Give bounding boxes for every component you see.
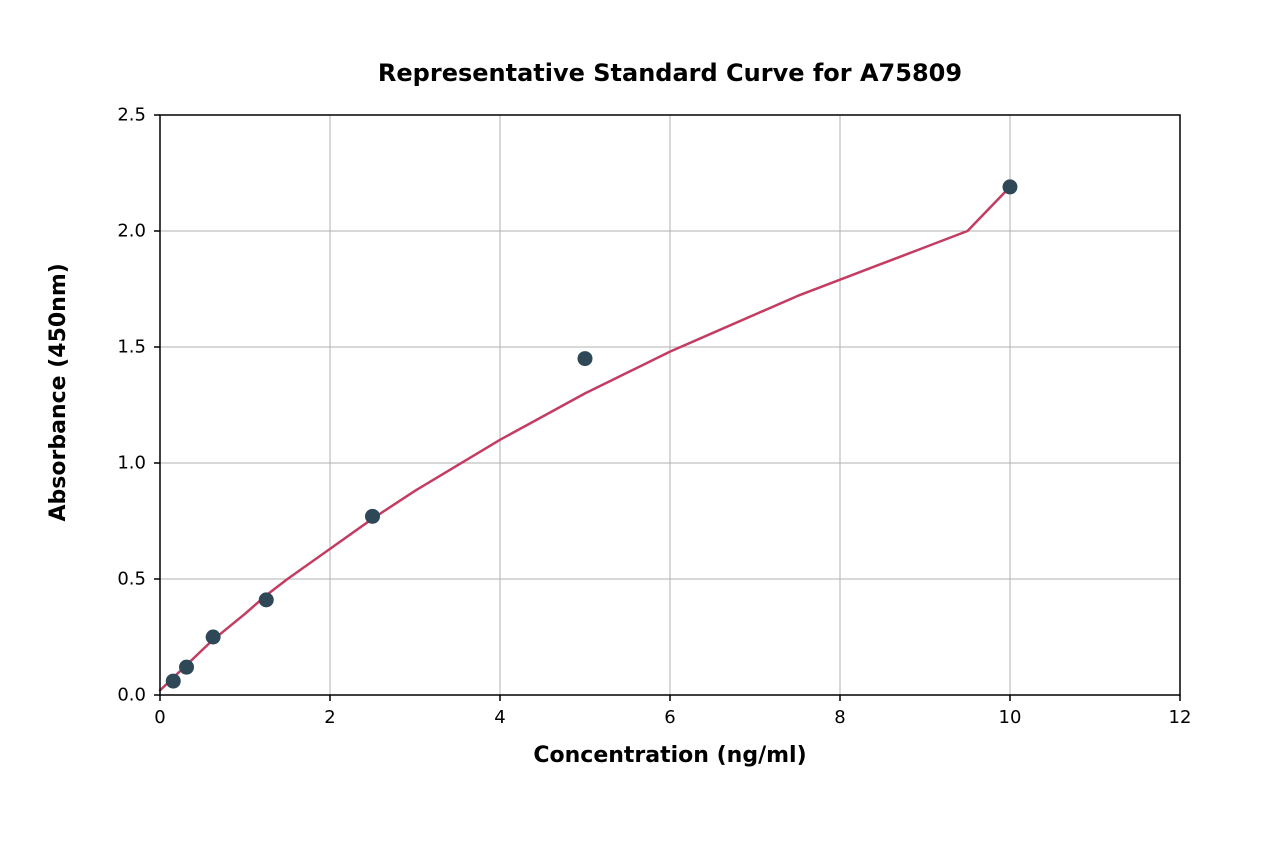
x-tick-label: 8: [834, 707, 845, 728]
x-tick-label: 10: [999, 707, 1022, 728]
plot-svg: [0, 0, 1280, 845]
y-tick-label: 0.5: [117, 569, 146, 590]
data-point: [366, 509, 380, 523]
data-point: [259, 593, 273, 607]
y-tick-label: 0.0: [117, 685, 146, 706]
data-point: [578, 352, 592, 366]
x-tick-label: 6: [664, 707, 675, 728]
x-tick-label: 2: [324, 707, 335, 728]
y-tick-label: 2.5: [117, 105, 146, 126]
figure: Representative Standard Curve for A75809…: [0, 0, 1280, 845]
y-tick-label: 1.5: [117, 337, 146, 358]
data-point: [1003, 180, 1017, 194]
y-tick-label: 1.0: [117, 453, 146, 474]
data-point: [166, 674, 180, 688]
data-point: [180, 660, 194, 674]
data-point: [206, 630, 220, 644]
x-tick-label: 4: [494, 707, 505, 728]
x-tick-label: 12: [1169, 707, 1192, 728]
y-tick-label: 2.0: [117, 221, 146, 242]
x-tick-label: 0: [154, 707, 165, 728]
